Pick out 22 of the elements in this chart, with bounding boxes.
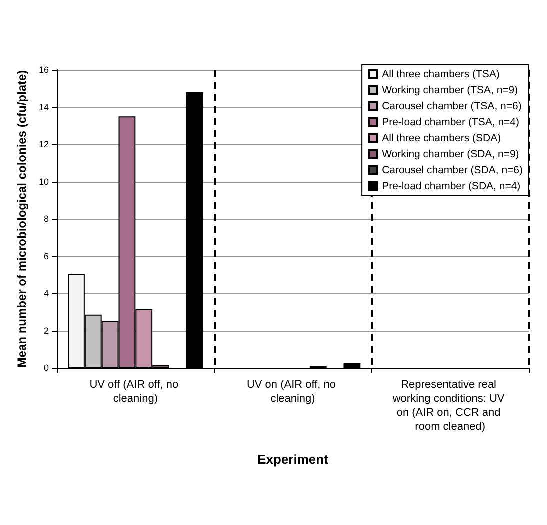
y-tick-label: 12 [38, 140, 49, 150]
legend-label: Pre-load chamber (SDA, n=4) [382, 180, 521, 192]
legend-label: Pre-load chamber (TSA, n=4) [382, 116, 520, 128]
y-axis-title: Mean number of microbiological colonies (cfu/plate) [15, 70, 30, 368]
legend-label: All three chambers (TSA) [382, 68, 500, 80]
y-tick-label: 6 [44, 251, 49, 262]
y-tick-label: 16 [38, 65, 49, 75]
y-tick-label: 2 [44, 326, 49, 336]
legend-label: Working chamber (SDA, n=9) [382, 148, 520, 160]
legend-label: All three chambers (SDA) [382, 132, 502, 144]
legend-label: Carousel chamber (SDA, n=6) [382, 164, 524, 176]
y-tick-label: 4 [44, 288, 49, 298]
legend-label: Carousel chamber (TSA, n=6) [382, 100, 522, 112]
x-tick-label: Representative real working conditions: UV on (AIR on, CCR and room cleaned) [392, 379, 508, 433]
y-tick-label: 10 [38, 176, 49, 187]
x-tick-label: UV off (AIR off, no cleaning) [90, 379, 182, 405]
y-tick-label: 0 [44, 363, 49, 373]
y-tick-label: 8 [44, 214, 49, 224]
x-axis-title: Experiment [258, 452, 330, 467]
legend-label: Working chamber (TSA, n=9) [382, 84, 518, 96]
y-tick-label: 14 [38, 102, 49, 112]
x-tick-label: UV on (AIR off, no cleaning) [246, 379, 340, 405]
